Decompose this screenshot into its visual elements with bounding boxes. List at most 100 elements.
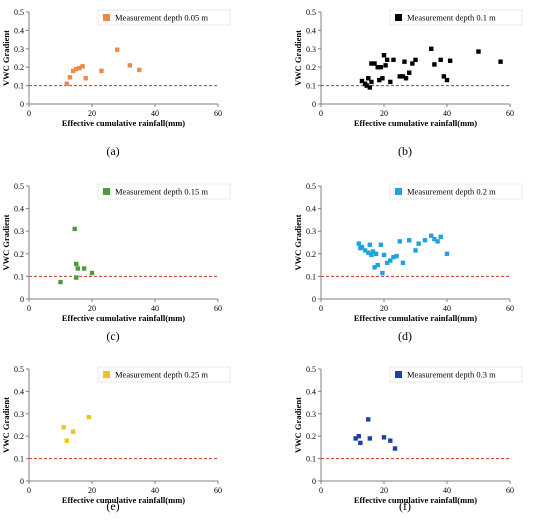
chart-panel-2: 0 0.1 0.2 0.3 0.4 0.5 0 20 40 60 Effective cumulat… [293, 8, 523, 158]
data-point [388, 258, 393, 263]
legend-box [97, 183, 231, 200]
data-point [391, 57, 396, 63]
data-point [384, 57, 390, 63]
panel-caption: (b) [398, 144, 412, 158]
data-point [72, 226, 77, 232]
x-tick-label: 60 [506, 304, 514, 313]
data-point [397, 74, 402, 79]
data-point [89, 270, 95, 276]
data-point [438, 57, 443, 63]
x-tick-label: 20 [88, 486, 96, 495]
data-point [416, 241, 421, 246]
data-point [64, 81, 69, 86]
data-point [77, 65, 82, 71]
data-point [359, 78, 365, 84]
x-tick-label: 20 [380, 304, 388, 313]
data-point [359, 244, 365, 250]
x-axis-title: Effective cumulative rainfall(mm) [62, 313, 185, 323]
data-point [367, 242, 373, 247]
x-tick-label: 60 [214, 109, 222, 118]
x-tick-label: 0 [319, 486, 323, 495]
legend-marker [103, 371, 110, 378]
panel-caption: (d) [398, 329, 412, 343]
data-point [429, 233, 434, 238]
data-point [400, 260, 406, 266]
x-tick-label: 20 [380, 486, 388, 495]
data-point [353, 436, 358, 441]
y-tick-label: 0.5 [306, 365, 316, 374]
data-point [391, 254, 396, 260]
data-point [74, 66, 79, 72]
data-point [476, 49, 481, 54]
x-axis-title: Effective cumulative rainfall(mm) [62, 495, 185, 505]
data-point [99, 68, 104, 74]
panel-caption: (a) [106, 144, 119, 158]
legend-label: Measurement depth 0.3 m [407, 370, 496, 380]
data-point [80, 64, 85, 69]
data-point [372, 265, 377, 270]
data-point [83, 76, 88, 81]
x-tick-label: 0 [27, 109, 31, 118]
data-point [441, 74, 447, 79]
data-point [435, 239, 440, 244]
legend-marker [103, 14, 110, 21]
data-point [381, 53, 387, 58]
data-point [378, 242, 384, 247]
y-tick-label: 0 [20, 295, 24, 304]
y-tick-label: 0.4 [14, 387, 24, 396]
legend-marker [395, 14, 402, 21]
chart-panel-3: 0 0.1 0.2 0.3 0.4 0.5 0 20 40 60 Effective cumulat… [1, 182, 231, 343]
y-tick-label: 0.5 [14, 365, 24, 374]
data-point [70, 429, 76, 434]
data-point [384, 260, 390, 266]
x-tick-label: 60 [214, 304, 222, 313]
x-tick-label: 40 [151, 486, 159, 495]
data-point [397, 239, 402, 244]
y-tick-label: 0.5 [14, 8, 24, 17]
y-tick-label: 0.2 [14, 63, 24, 72]
x-tick-label: 20 [380, 109, 388, 118]
y-tick-label: 0 [312, 295, 316, 304]
y-tick-label: 0.2 [306, 63, 316, 72]
data-point [367, 85, 373, 90]
data-point [74, 261, 79, 267]
y-tick-label: 0.2 [306, 250, 316, 259]
x-axis-title: Effective cumulative rainfall(mm) [354, 313, 477, 323]
x-tick-label: 0 [319, 304, 323, 313]
x-tick-label: 20 [88, 304, 96, 313]
y-tick-label: 0.5 [306, 8, 316, 17]
data-point [429, 46, 434, 51]
data-point [413, 57, 418, 63]
data-point [58, 279, 63, 285]
y-tick-label: 0.1 [306, 455, 316, 464]
legend-box [97, 366, 231, 383]
data-point [373, 251, 379, 256]
y-axis-title: VWC Gradient [293, 30, 303, 86]
data-point [86, 414, 92, 420]
chart-panel-1: 0 0.1 0.2 0.3 0.4 0.5 0 20 40 60 Effective cumulat… [1, 8, 231, 158]
y-tick-label: 0.5 [306, 182, 316, 191]
data-point [403, 76, 409, 81]
y-tick-label: 0.4 [306, 387, 316, 396]
legend-box [389, 9, 523, 26]
data-point [64, 438, 69, 443]
data-point [375, 65, 380, 70]
data-point [362, 248, 368, 253]
legend-label: Measurement depth 0.1 m [407, 13, 496, 23]
legend-label: Measurement depth 0.25 m [115, 370, 208, 380]
data-point [438, 234, 443, 240]
data-point [444, 251, 450, 256]
chart-panel-4: 0 0.1 0.2 0.3 0.4 0.5 0 20 40 60 Effective cumulat… [293, 182, 523, 343]
legend-marker [103, 188, 110, 195]
x-tick-label: 40 [443, 486, 451, 495]
data-point [137, 67, 142, 73]
data-point [372, 61, 377, 66]
y-tick-label: 0.1 [14, 272, 24, 281]
data-point [364, 83, 369, 88]
y-axis-title: VWC Gradient [1, 214, 11, 270]
y-tick-label: 0 [312, 100, 316, 109]
x-tick-label: 40 [443, 109, 451, 118]
y-axis-title: VWC Gradient [1, 397, 11, 453]
y-tick-label: 0.4 [306, 26, 316, 35]
legend-label: Measurement depth 0.05 m [115, 13, 208, 23]
